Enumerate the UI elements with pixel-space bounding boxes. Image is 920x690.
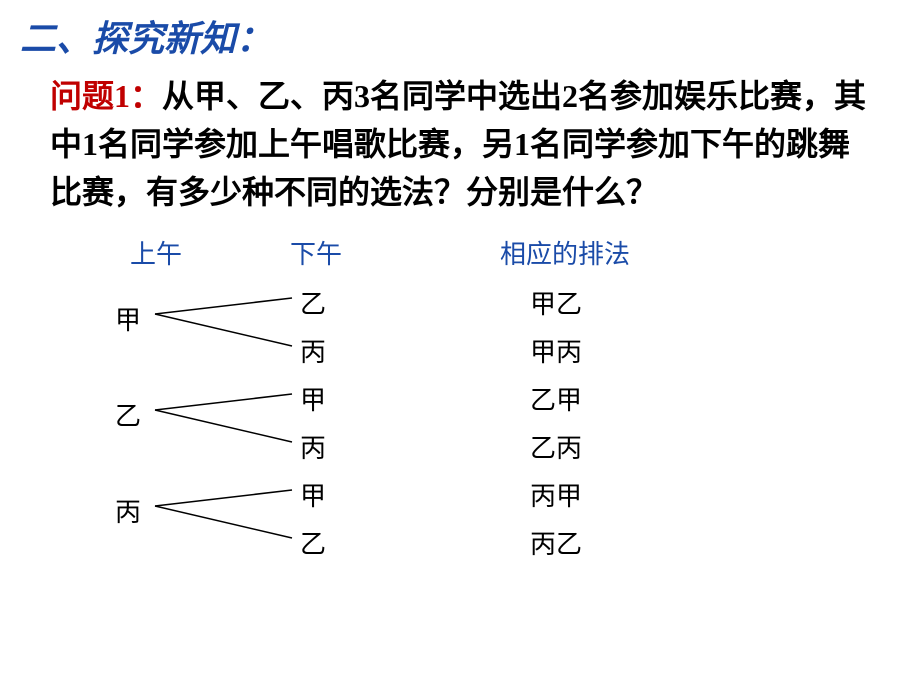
result-item: 乙甲 — [530, 380, 582, 417]
problem-label: 问题1： — [50, 78, 162, 114]
result-item: 乙丙 — [530, 428, 582, 465]
tree-branch: 甲 — [300, 476, 326, 513]
tree-branch: 丙 — [300, 332, 326, 369]
result-item: 甲丙 — [530, 332, 582, 369]
result-item: 丙甲 — [530, 476, 582, 513]
tree-branch: 甲 — [300, 380, 326, 417]
problem-body: 问题1：从甲、乙、丙3名同学中选出2名参加娱乐比赛，其中1名同学参加上午唱歌比赛… — [50, 78, 866, 210]
diagram-area: 上午 下午 相应的排法 甲乙丙乙甲丙丙甲乙甲乙甲丙乙甲乙丙丙甲丙乙 — [0, 234, 920, 614]
result-item: 丙乙 — [530, 524, 582, 561]
tree-branch: 乙 — [300, 524, 326, 561]
section-title-text: 二、探究新知： — [20, 19, 272, 59]
section-title: 二、探究新知： — [0, 0, 920, 62]
tree-root: 甲 — [115, 300, 141, 337]
tree-branch: 乙 — [300, 284, 326, 321]
result-item: 甲乙 — [530, 284, 582, 321]
tree-root: 丙 — [115, 492, 141, 529]
problem-area: 问题1：从甲、乙、丙3名同学中选出2名参加娱乐比赛，其中1名同学参加上午唱歌比赛… — [0, 62, 920, 216]
problem-text: 从甲、乙、丙3名同学中选出2名参加娱乐比赛，其中1名同学参加上午唱歌比赛，另1名… — [50, 78, 866, 210]
tree-root: 乙 — [115, 396, 141, 433]
tree-branch: 丙 — [300, 428, 326, 465]
